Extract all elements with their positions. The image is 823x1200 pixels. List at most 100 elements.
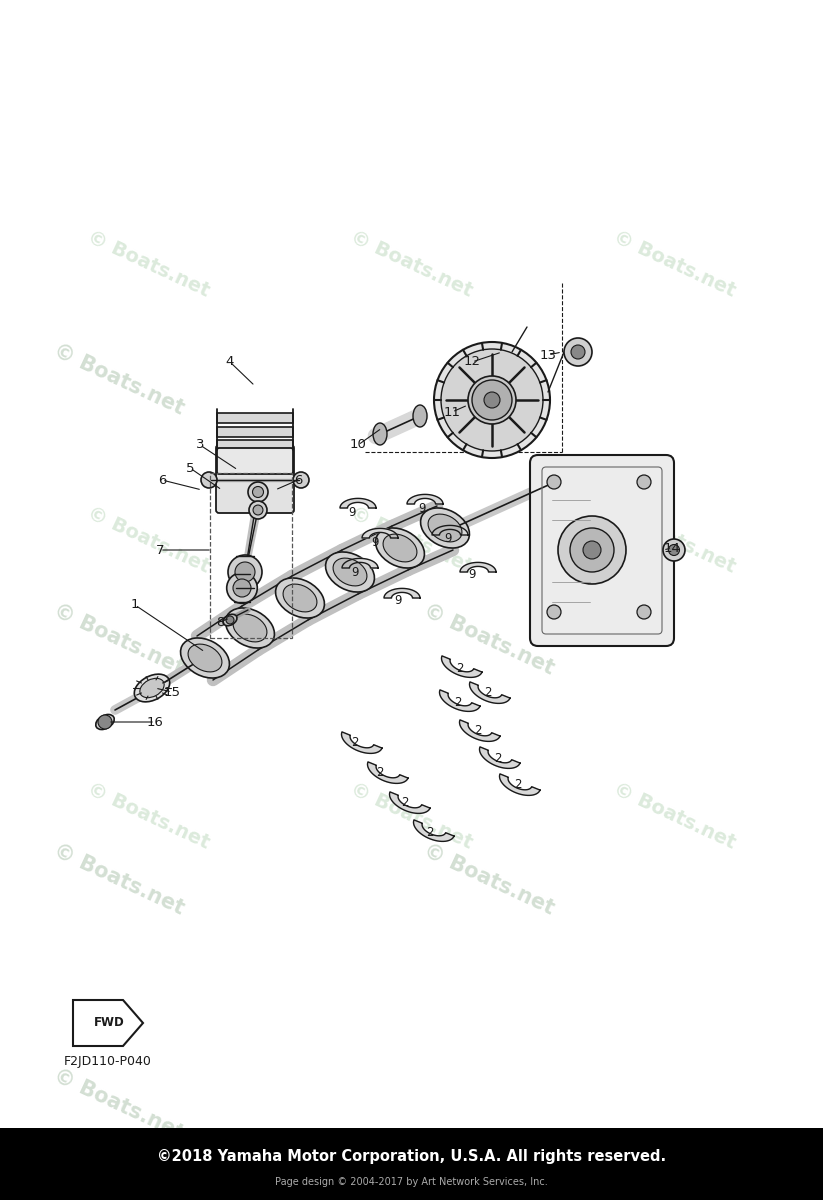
Text: 7: 7 (156, 544, 165, 557)
Ellipse shape (188, 644, 222, 672)
Circle shape (637, 605, 651, 619)
Text: 8: 8 (216, 616, 224, 629)
Text: © Boats.net: © Boats.net (347, 779, 476, 853)
Polygon shape (73, 1000, 143, 1046)
Circle shape (434, 342, 550, 458)
Ellipse shape (373, 422, 387, 445)
Polygon shape (480, 746, 520, 768)
Ellipse shape (226, 608, 274, 648)
Text: 6: 6 (294, 474, 302, 486)
Bar (210, 473, 292, 638)
Circle shape (472, 380, 512, 420)
Ellipse shape (428, 514, 462, 542)
Text: © Boats.net: © Boats.net (420, 601, 557, 679)
Text: © Boats.net: © Boats.net (50, 841, 187, 919)
Bar (217, 440, 293, 450)
Text: 9: 9 (418, 502, 425, 515)
Polygon shape (439, 690, 480, 712)
Circle shape (253, 505, 263, 515)
Circle shape (637, 475, 651, 490)
Text: 15: 15 (164, 685, 180, 698)
Polygon shape (459, 720, 500, 742)
Text: 2: 2 (495, 751, 502, 764)
Circle shape (547, 475, 561, 490)
Circle shape (293, 472, 309, 488)
Polygon shape (441, 656, 482, 677)
Circle shape (564, 338, 592, 366)
Circle shape (249, 502, 267, 518)
Text: Page design © 2004-2017 by Art Network Services, Inc.: Page design © 2004-2017 by Art Network S… (275, 1177, 548, 1187)
Circle shape (663, 539, 685, 560)
Circle shape (228, 554, 262, 589)
Text: 2: 2 (456, 661, 463, 674)
Ellipse shape (140, 678, 164, 697)
Circle shape (547, 605, 561, 619)
Text: 9: 9 (444, 532, 452, 545)
Text: ©2018 Yamaha Motor Corporation, U.S.A. All rights reserved.: ©2018 Yamaha Motor Corporation, U.S.A. A… (157, 1148, 666, 1164)
Text: 11: 11 (444, 406, 461, 419)
Text: © Boats.net: © Boats.net (611, 779, 739, 853)
FancyBboxPatch shape (216, 445, 294, 514)
Circle shape (226, 572, 258, 604)
Polygon shape (389, 792, 430, 814)
Polygon shape (460, 563, 496, 572)
Polygon shape (362, 528, 398, 538)
Text: 2: 2 (376, 766, 384, 779)
Polygon shape (384, 588, 420, 598)
Text: 2: 2 (351, 736, 359, 749)
Ellipse shape (233, 614, 267, 642)
Text: © Boats.net: © Boats.net (84, 227, 212, 301)
Text: 9: 9 (351, 565, 359, 578)
Text: © Boats.net: © Boats.net (347, 227, 476, 301)
Text: 16: 16 (146, 715, 164, 728)
FancyBboxPatch shape (530, 455, 674, 646)
Circle shape (570, 528, 614, 572)
Ellipse shape (95, 714, 114, 730)
Text: © Boats.net: © Boats.net (50, 341, 187, 419)
Polygon shape (340, 498, 376, 508)
Bar (217, 413, 293, 422)
Text: 2: 2 (402, 796, 409, 809)
Text: © Boats.net: © Boats.net (50, 601, 187, 679)
Ellipse shape (276, 578, 324, 618)
Text: 1: 1 (131, 599, 139, 612)
Text: 9: 9 (348, 505, 356, 518)
Ellipse shape (421, 508, 469, 548)
Circle shape (98, 715, 112, 728)
Circle shape (583, 541, 601, 559)
Circle shape (226, 616, 234, 624)
Bar (0, 1128, 823, 1200)
Text: 9: 9 (371, 535, 379, 548)
Text: 9: 9 (468, 569, 476, 582)
Text: © Boats.net: © Boats.net (50, 1066, 187, 1144)
Text: 10: 10 (350, 438, 366, 451)
Circle shape (558, 516, 626, 584)
Polygon shape (342, 558, 378, 568)
Text: © Boats.net: © Boats.net (611, 503, 739, 577)
Circle shape (201, 472, 217, 488)
Text: 2: 2 (474, 724, 481, 737)
Text: 13: 13 (540, 348, 556, 361)
Text: 14: 14 (663, 541, 681, 554)
Ellipse shape (333, 558, 367, 586)
Ellipse shape (223, 614, 237, 625)
Text: © Boats.net: © Boats.net (84, 503, 212, 577)
Polygon shape (413, 820, 454, 841)
Text: 9: 9 (394, 594, 402, 606)
Ellipse shape (413, 404, 427, 427)
Ellipse shape (326, 552, 374, 592)
Circle shape (484, 392, 500, 408)
Circle shape (468, 376, 516, 424)
Text: 2: 2 (454, 696, 462, 708)
Ellipse shape (283, 584, 317, 612)
Text: © Boats.net: © Boats.net (420, 841, 557, 919)
FancyBboxPatch shape (217, 448, 293, 474)
Circle shape (441, 349, 543, 451)
Ellipse shape (134, 674, 170, 702)
Text: FWD: FWD (94, 1016, 124, 1030)
Circle shape (253, 486, 263, 498)
Circle shape (248, 482, 268, 502)
Polygon shape (368, 762, 408, 784)
Circle shape (233, 578, 251, 596)
Text: © Boats.net: © Boats.net (84, 779, 212, 853)
